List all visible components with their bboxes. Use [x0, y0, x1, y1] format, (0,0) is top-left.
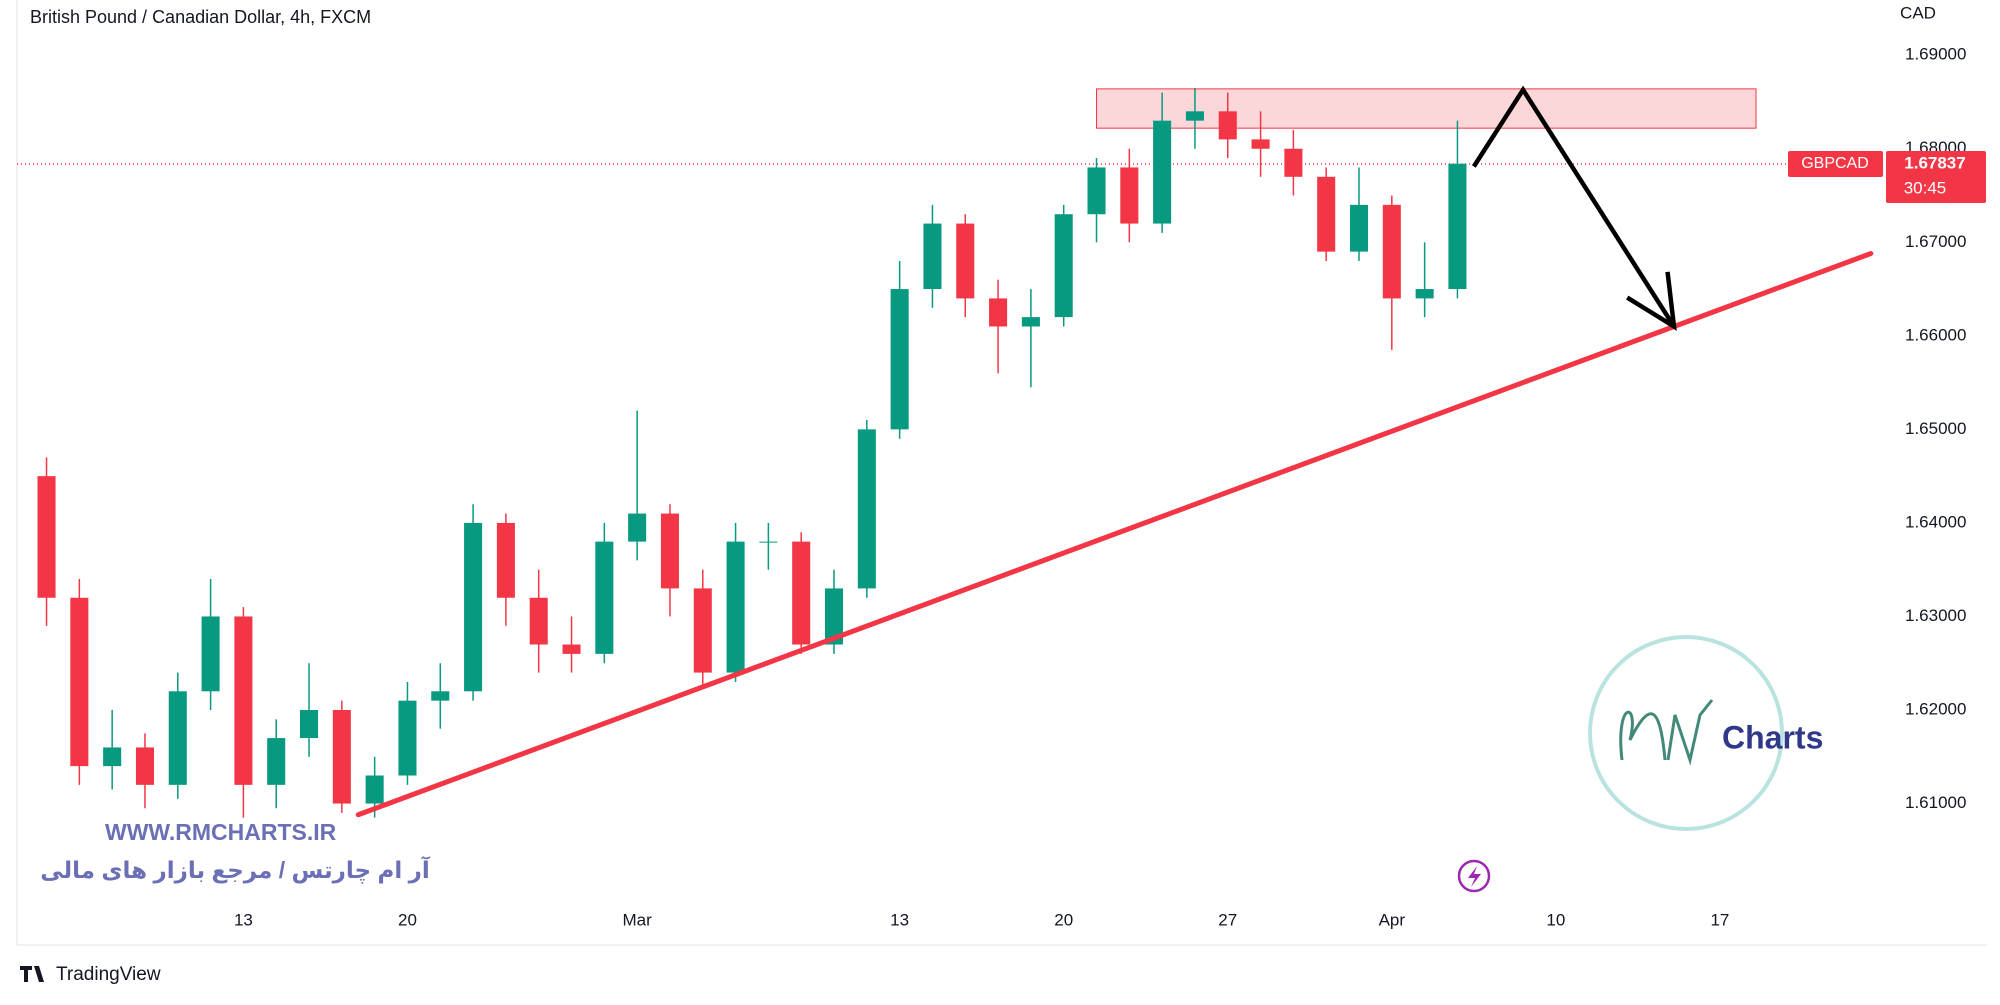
candle-body: [332, 710, 351, 804]
logo-mark: [1619, 699, 1714, 766]
candle-body: [956, 223, 975, 299]
y-tick-label: 1.63000: [1905, 606, 1966, 625]
brand-name[interactable]: TradingView: [56, 964, 161, 985]
x-tick-label: 13: [890, 910, 909, 929]
logo-text: Charts: [1722, 719, 1823, 755]
lightning-ring[interactable]: [1457, 859, 1491, 893]
x-tick-label: 17: [1710, 910, 1729, 929]
price-tag-value: 1.67837: [1904, 153, 1965, 172]
candle-body: [1153, 120, 1172, 224]
symbol-tag-text: GBPCAD: [1801, 155, 1869, 172]
candle-body: [529, 597, 548, 645]
y-tick-label: 1.67000: [1905, 232, 1966, 251]
x-tick-label: 20: [398, 910, 417, 929]
candle-body: [759, 541, 778, 543]
candle-body: [103, 747, 122, 767]
candle-body: [300, 710, 319, 739]
lightning-icon[interactable]: [1457, 859, 1491, 893]
candle-body: [1087, 167, 1106, 215]
candle-body: [496, 522, 515, 598]
candle-body: [234, 616, 253, 785]
candle-body: [660, 513, 679, 589]
lightning-bolt[interactable]: [1468, 866, 1481, 887]
y-tick-label: 1.62000: [1905, 699, 1966, 718]
logo-ring: [1588, 635, 1784, 831]
watermark-tagline: آر ام چارتس / مرجع بازار های مالی: [40, 855, 431, 884]
candle-body: [1021, 317, 1040, 327]
candle-body: [135, 747, 154, 785]
candle-body: [628, 513, 647, 542]
candle-body: [562, 644, 581, 654]
trendline: [355, 251, 1874, 818]
candle-body: [37, 476, 56, 598]
candle-body: [857, 429, 876, 589]
candle-body: [1382, 204, 1401, 299]
brand-logo[interactable]: [20, 966, 44, 982]
arrow-head: [1626, 271, 1677, 331]
logo-watermark: Charts: [1588, 635, 1823, 831]
y-tick-label: 1.64000: [1905, 512, 1966, 531]
candle-body: [1218, 111, 1237, 140]
candle-body: [1054, 214, 1073, 318]
candle-body: [726, 541, 745, 673]
candle-body: [923, 223, 942, 290]
x-tick-label: 20: [1054, 910, 1073, 929]
candle-body: [595, 541, 614, 654]
candle-body: [693, 588, 712, 673]
symbol-tag: [1788, 150, 1883, 177]
candle-body: [201, 616, 220, 692]
candle-body: [70, 597, 89, 767]
candle-body: [1349, 204, 1369, 252]
y-tick-label: 1.69000: [1905, 45, 1966, 64]
candle-body: [398, 700, 417, 776]
candle-body: [1185, 111, 1204, 121]
candle-body: [824, 588, 844, 645]
x-tick-label: 13: [234, 910, 253, 929]
candle-body: [1317, 176, 1336, 252]
candle-body: [1120, 167, 1139, 224]
candle-body: [365, 775, 384, 804]
candle-body: [989, 298, 1008, 327]
candle-body: [890, 289, 909, 430]
y-tick-label: 1.65000: [1905, 419, 1966, 438]
x-tick-label: Mar: [623, 910, 653, 929]
x-tick-label: Apr: [1379, 910, 1406, 929]
candle-body: [464, 522, 483, 692]
candle-body: [1415, 289, 1434, 299]
candle-body: [792, 541, 811, 645]
x-tick-label: 27: [1218, 910, 1237, 929]
y-tick-label: 1.61000: [1905, 793, 1966, 812]
y-axis-label: CAD: [1900, 3, 1936, 22]
candle-body: [168, 691, 187, 785]
price-tag-countdown: 30:45: [1904, 178, 1947, 197]
x-tick-label: 10: [1546, 910, 1565, 929]
candle-body: [267, 738, 286, 785]
candle-body: [1448, 163, 1467, 290]
candle-body: [431, 691, 450, 701]
candle-body: [1251, 139, 1270, 149]
watermark-url: WWW.RMCHARTS.IR: [105, 819, 337, 845]
y-tick-label: 1.66000: [1905, 325, 1966, 344]
candle-body: [1284, 148, 1303, 177]
projection-arrow: [1471, 85, 1676, 328]
price-tag: [1886, 150, 1986, 203]
resistance-zone: [1096, 88, 1757, 129]
chart-title: British Pound / Canadian Dollar, 4h, FXC…: [30, 7, 371, 27]
